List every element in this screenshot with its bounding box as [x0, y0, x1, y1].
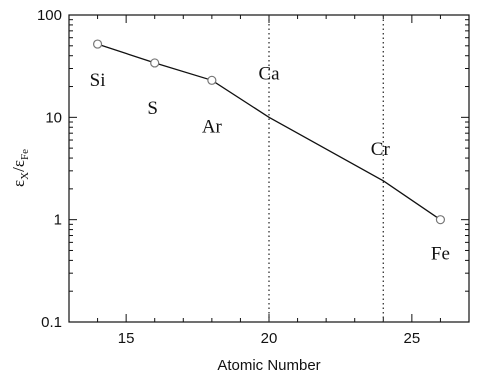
y-axis-title-sub2: Fe [19, 149, 31, 160]
y-axis-title: εX/εFe [9, 149, 31, 187]
x-tick-label: 20 [261, 330, 278, 347]
series-line [97, 43, 441, 221]
x-axis-title: Atomic Number [217, 357, 320, 374]
y-axis-title-eps2: ε [9, 160, 28, 167]
series-group [92, 39, 446, 225]
element-label: Cr [371, 139, 391, 160]
x-tick-label: 15 [118, 330, 135, 347]
element-label: Ar [202, 116, 223, 137]
y-tick-label: 10 [45, 109, 62, 126]
y-axis-title-sub1: X [19, 172, 31, 180]
data-point-marker [435, 215, 446, 225]
y-tick-label: 0.1 [41, 314, 62, 331]
point-labels: Si S Ar Ca Cr Fe [90, 63, 450, 264]
data-point-marker [150, 58, 160, 68]
axis-ticks: 15 20 25 0.1 1 10 100 [37, 7, 470, 347]
y-tick-label: 100 [37, 7, 62, 24]
vertical-reference-lines [268, 15, 384, 322]
svg-text:εX/εFe: εX/εFe [9, 149, 31, 187]
y-tick-label: 1 [54, 212, 62, 229]
element-label: Ca [258, 63, 280, 84]
data-point-marker [92, 39, 103, 49]
element-label: S [147, 98, 158, 119]
data-point-marker [207, 75, 217, 85]
element-label: Fe [431, 244, 450, 265]
element-label: Si [90, 70, 106, 91]
y-axis-title-eps1: ε [9, 180, 28, 187]
y-axis-title-slash: / [9, 167, 28, 172]
x-tick-label: 25 [404, 330, 421, 347]
